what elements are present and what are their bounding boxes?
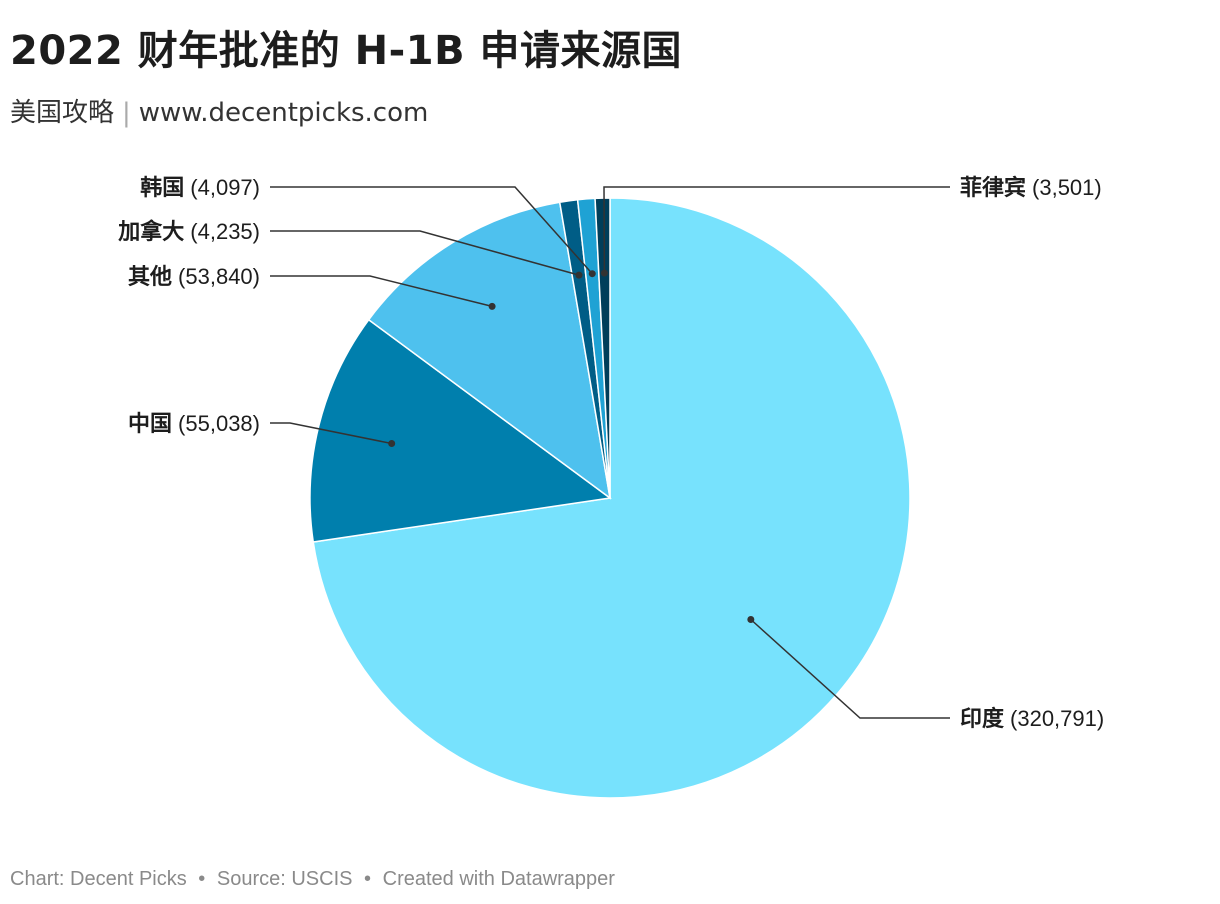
leader-line-其他 — [270, 275, 493, 308]
slice-label-value: (320,791) — [1010, 706, 1104, 731]
slice-label-value: (4,097) — [190, 175, 260, 200]
slice-label-其他: 其他 (53,840) — [128, 264, 260, 290]
pie-labels: 印度 (320,791) 中国 (55,038) 其他 (53,840) 加拿大 (4,235… — [117, 175, 1104, 732]
slice-label-value: (53,840) — [178, 264, 260, 289]
slice-label-加拿大: 加拿大 (4,235) — [117, 219, 260, 245]
chart-title: 2022 财年批准的 H-1B 申请来源国 — [10, 28, 683, 74]
slice-label-name: 其他 — [128, 265, 172, 290]
chart-footer: Chart: Decent Picks • Source: USCIS • Cr… — [10, 868, 615, 891]
pie-slice-印度 — [312, 197, 911, 799]
footer-bullet: • — [198, 868, 206, 890]
slice-label-name: 印度 — [960, 706, 1005, 732]
leader-line-加拿大 — [270, 230, 580, 276]
leader-dot-其他 — [488, 302, 496, 310]
slice-label-韩国: 韩国 (4,097) — [140, 175, 260, 201]
subtitle-separator: | — [122, 98, 131, 128]
slice-label-印度: 印度 (320,791) — [960, 706, 1104, 732]
pie-slice-其他 — [367, 201, 612, 500]
leader-dot-加拿大 — [575, 271, 583, 279]
subtitle-website[interactable]: www.decentpicks.com — [138, 98, 429, 128]
footer-created-with[interactable]: Created with Datawrapper — [382, 868, 615, 890]
leader-line-韩国 — [270, 186, 593, 275]
footer-bullet: • — [364, 868, 372, 890]
slice-label-name: 加拿大 — [117, 219, 184, 245]
slice-label-name: 中国 — [128, 412, 172, 437]
chart-subtitle: 美国攻略 | www.decentpicks.com — [10, 92, 428, 129]
leader-dot-中国 — [388, 440, 396, 448]
pie-slice-中国 — [309, 318, 612, 543]
leader-dot-韩国 — [588, 270, 596, 278]
slice-label-菲律宾: 菲律宾 (3,501) — [960, 175, 1102, 201]
leader-dot-菲律宾 — [600, 269, 608, 277]
leader-line-印度 — [750, 618, 950, 719]
slice-label-value: (3,501) — [1032, 175, 1102, 200]
slice-label-value: (4,235) — [190, 219, 260, 244]
leader-line-中国 — [270, 422, 392, 445]
slice-label-name: 韩国 — [140, 175, 184, 201]
slice-label-value: (55,038) — [178, 411, 260, 436]
footer-chart-credit: Chart: Decent Picks — [10, 868, 187, 890]
footer-source: Source: USCIS — [216, 868, 353, 890]
leader-dot-印度 — [747, 616, 755, 624]
subtitle-author: 美国攻略 — [10, 98, 115, 128]
slice-label-name: 菲律宾 — [960, 175, 1026, 201]
slice-label-中国: 中国 (55,038) — [128, 411, 260, 437]
pie-slices — [309, 197, 911, 799]
leader-line-菲律宾 — [603, 186, 950, 274]
